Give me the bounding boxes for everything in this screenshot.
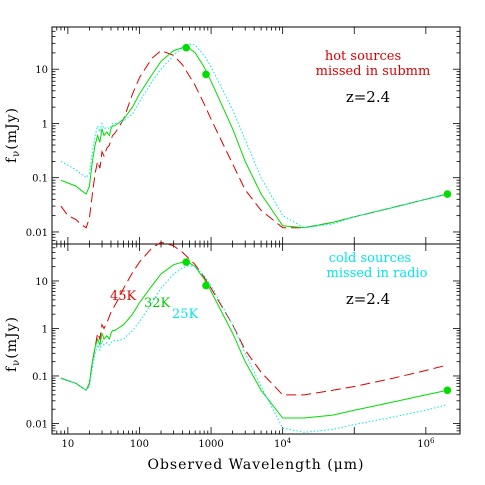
top-data-point [202, 70, 210, 79]
bottom-x-tick-label: 1000 [198, 439, 223, 450]
bottom-y-axis-title: fν(mJy) [4, 316, 22, 372]
top-y-tick-label: 10 [35, 65, 48, 76]
top-annotation-redshift: z=2.4 [346, 88, 390, 106]
bottom-series [60, 241, 448, 433]
bottom-series-cyan-dotted [60, 265, 448, 433]
top-series-green-solid [60, 47, 448, 229]
bottom-data-point [202, 281, 210, 290]
x-tick-base: 10 [417, 439, 430, 450]
x-tick-exponent: 6 [430, 437, 435, 445]
top-annotation-hot-2: missed in submm [316, 64, 431, 79]
top-y-tick-labels: 0.01 0.1 1 10 [26, 65, 48, 239]
top-y-tick-label: 0.01 [26, 228, 48, 239]
top-series-red-dashed [60, 50, 448, 229]
bottom-x-tick-label: 104 [274, 437, 292, 450]
label-32k: 32K [144, 296, 171, 311]
bottom-y-tick-label: 0.1 [32, 372, 48, 383]
top-data-point [182, 43, 191, 52]
x-axis-title: Observed Wavelength (μm) [147, 457, 364, 473]
bottom-annotation-cold-2: missed in radio [327, 266, 428, 281]
bottom-data-point [182, 258, 191, 266]
top-y-tick-label: 1 [42, 119, 48, 130]
top-panel: 0.01 0.1 1 10 hot sources missed in submm z… [4, 26, 461, 245]
bottom-y-tick-label: 10 [35, 277, 48, 288]
top-y-tick-label: 0.1 [32, 174, 48, 185]
top-series [60, 43, 448, 229]
top-y-axis-title: fν(mJy) [4, 107, 22, 163]
bottom-data-point [443, 386, 452, 395]
bottom-y-tick-labels: 0.01 0.1 1 10 [26, 277, 48, 431]
label-45k: 45K [110, 289, 137, 304]
bottom-x-tick-label: 106 [417, 437, 435, 450]
bottom-x-tick-label: 100 [130, 439, 149, 450]
x-tick-exponent: 4 [287, 437, 292, 445]
label-25k: 25K [172, 307, 199, 322]
bottom-y-tick-label: 1 [42, 324, 48, 335]
bottom-x-tick-labels: 10 100 1000 104 106 [62, 437, 435, 450]
x-tick-base: 10 [274, 439, 287, 450]
top-ticks [51, 26, 460, 245]
top-annotation-hot-1: hot sources [325, 49, 401, 64]
top-ylabel-nu: ν [11, 150, 22, 157]
bottom-ylabel-nu: ν [11, 359, 22, 366]
top-data-point [443, 190, 452, 198]
bottom-series-green-solid [60, 261, 448, 419]
bottom-y-tick-label: 0.01 [26, 419, 48, 430]
bottom-annotation-redshift: z=2.4 [346, 290, 390, 308]
top-markers [182, 43, 452, 198]
bottom-ticks [51, 243, 460, 435]
bottom-x-tick-label: 10 [62, 439, 75, 450]
bottom-markers [182, 258, 452, 395]
bottom-annotation-cold-1: cold sources [329, 251, 411, 266]
